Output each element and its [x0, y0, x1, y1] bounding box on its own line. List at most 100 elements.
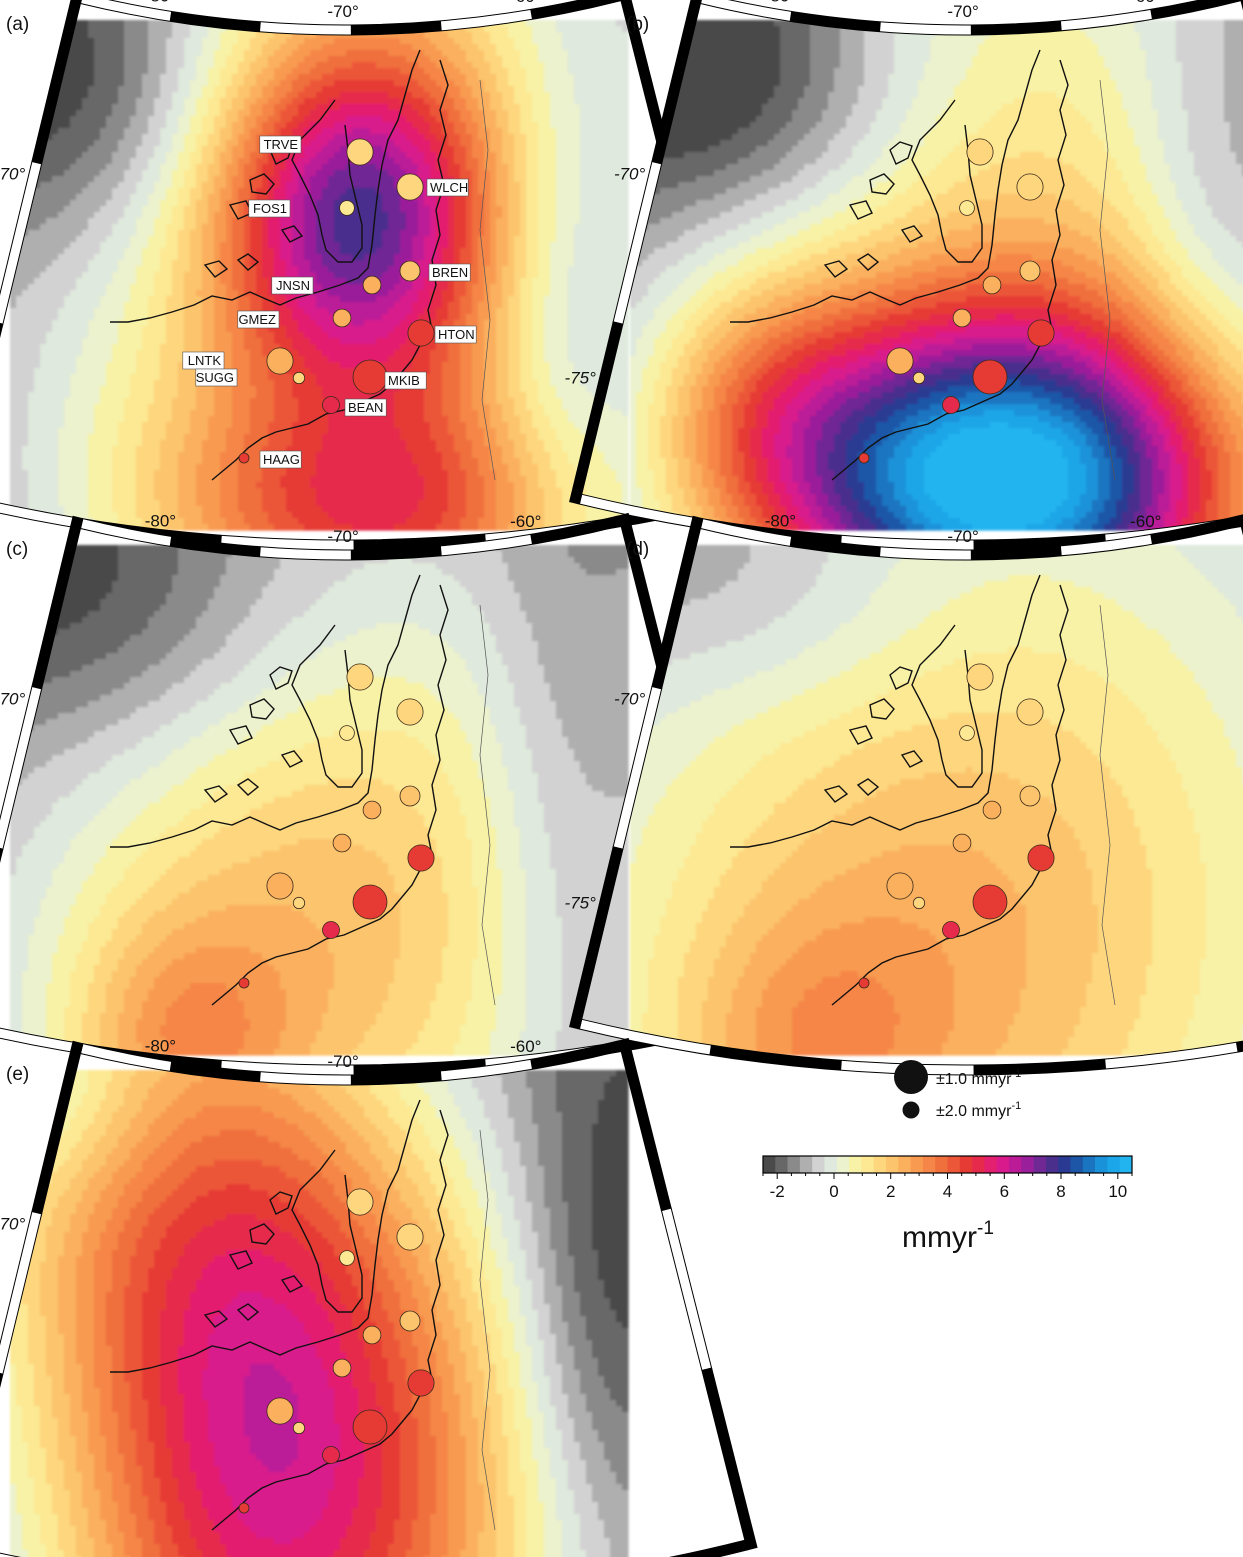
gps-site-marker [912, 896, 926, 910]
colorbar-segment [1021, 1156, 1034, 1173]
gps-site-marker [972, 884, 1008, 920]
site-label: JNSN [276, 278, 310, 293]
colorbar-segment [1058, 1156, 1071, 1173]
site-label: SUGG [196, 370, 234, 385]
gps-sites [858, 138, 1055, 464]
colorbar-segment [1033, 1156, 1047, 1173]
colorbar: -2 0 2 4 6 8 10 mmyr-1 [762, 1155, 1133, 1254]
coastline [110, 49, 496, 481]
latitude-tick-label: -70° [0, 1215, 25, 1234]
colorbar-segment [984, 1156, 997, 1173]
gps-site-marker [399, 1310, 421, 1332]
gps-site-marker [952, 833, 972, 853]
colorbar-segment [1095, 1156, 1108, 1173]
gps-site-marker [1019, 785, 1041, 807]
site-label-box [195, 368, 238, 387]
longitude-tick-label: -70° [327, 527, 358, 546]
longitude-tick-label: -70° [327, 2, 358, 21]
gps-site-marker [332, 833, 352, 853]
longitude-tick-label: -60° [510, 1037, 541, 1056]
colorbar-segment [886, 1156, 899, 1173]
colorbar-segment [935, 1156, 948, 1173]
site-label-box [248, 199, 291, 218]
map-frame [569, 514, 1243, 1076]
colorbar-segment [922, 1156, 936, 1173]
uplift-rate-field [630, 20, 1243, 531]
gps-site-marker [346, 663, 374, 691]
colorbar-segment [1009, 1156, 1022, 1173]
coastline [730, 49, 1116, 481]
colorbar-segment [1119, 1156, 1133, 1173]
legend-circle-1mm [894, 1060, 928, 1094]
colorbar-segment [861, 1156, 874, 1173]
colorbar-segment [1045, 1156, 1059, 1173]
site-label-box [426, 178, 469, 197]
longitude-tick-label: -60° [510, 0, 541, 6]
gps-site-marker [1027, 844, 1055, 872]
colorbar-segment [775, 1156, 788, 1173]
gps-site-marker [332, 308, 352, 328]
latitude-tick-label: -70° [0, 165, 25, 184]
colorbar-segment [763, 1156, 776, 1173]
gps-site-marker [292, 1421, 306, 1435]
colorbar-segment [787, 1156, 801, 1173]
gps-sites: TRVE WLCH FOS1 BREN JNSN GMEZ HTON LNTK SUGG MKIB… [182, 135, 477, 469]
site-label-box [384, 371, 427, 390]
gps-site-marker [1016, 698, 1044, 726]
colorbar-segment [1070, 1156, 1084, 1173]
latitude-tick-label: -70° [614, 690, 646, 709]
colorbar-segment [1082, 1156, 1096, 1173]
latitude-tick-label: -75° [565, 369, 597, 388]
border-line [1099, 604, 1116, 1006]
map-panel-e: (e)-80°-70°-60°-70°-75° [0, 1037, 758, 1557]
colorbar-segment [996, 1156, 1010, 1173]
coastline [730, 574, 1116, 1006]
site-label: BEAN [348, 400, 383, 415]
gps-site-marker [942, 396, 960, 414]
gps-site-marker [352, 1409, 388, 1445]
panel-label: (a) [6, 14, 29, 35]
site-label: LNTK [188, 353, 222, 368]
uplift-rate-field [10, 545, 629, 1056]
legend-label-1mm: ±1.0 mmyr-1 [936, 1068, 1021, 1088]
gps-site-marker [266, 347, 294, 375]
colorbar-tick-label: 10 [1108, 1182, 1127, 1201]
gps-site-marker [858, 452, 870, 464]
gps-site-marker [322, 396, 340, 414]
colorbar-segment [873, 1156, 887, 1173]
gps-site-marker [396, 698, 424, 726]
longitude-tick-label: -80° [145, 512, 176, 531]
gps-site-marker [1016, 173, 1044, 201]
map-frame [0, 1037, 758, 1557]
site-label: FOS1 [253, 201, 287, 216]
gps-site-marker [942, 921, 960, 939]
colorbar-segment [849, 1156, 862, 1173]
gps-site-marker [886, 347, 914, 375]
gps-site-marker [399, 785, 421, 807]
gps-site-marker [266, 872, 294, 900]
gps-site-marker [886, 872, 914, 900]
longitude-tick-label: -80° [765, 0, 796, 6]
gps-site-marker [266, 1397, 294, 1425]
longitude-tick-label: -70° [327, 1052, 358, 1071]
colorbar-segment [972, 1156, 985, 1173]
border-line [1099, 79, 1116, 481]
longitude-tick-label: -60° [1130, 0, 1161, 6]
longitude-tick-label: -80° [765, 512, 796, 531]
gps-sites [858, 663, 1055, 989]
colorbar-segment [812, 1156, 825, 1173]
longitude-tick-label: -70° [947, 2, 978, 21]
site-label-box [344, 398, 387, 417]
colorbar-tick-label: 2 [886, 1182, 895, 1201]
panel-label: (c) [6, 539, 28, 560]
site-label: HTON [438, 327, 475, 342]
gps-site-marker [238, 452, 250, 464]
gps-site-marker [332, 1358, 352, 1378]
panel-label: (b) [626, 14, 649, 35]
gps-site-marker [352, 359, 388, 395]
colorbar-segment [799, 1156, 813, 1173]
gps-site-marker [966, 663, 994, 691]
longitude-tick-label: -80° [145, 0, 176, 6]
